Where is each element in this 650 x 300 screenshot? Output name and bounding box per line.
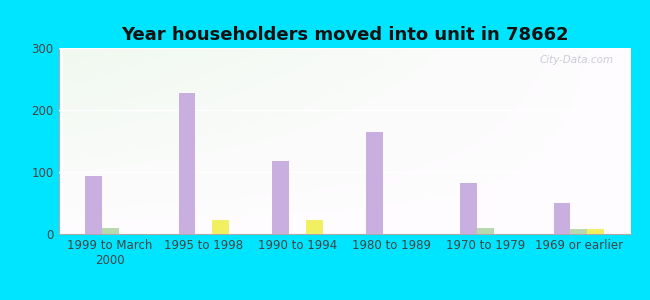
Bar	[571, 229, 588, 234]
Bar	[306, 220, 323, 234]
Bar	[84, 176, 101, 234]
Bar	[476, 228, 493, 234]
Bar	[272, 161, 289, 234]
Bar	[179, 93, 196, 234]
Title: Year householders moved into unit in 78662: Year householders moved into unit in 786…	[121, 26, 568, 44]
Bar	[460, 182, 476, 234]
Bar	[366, 132, 383, 234]
Bar	[554, 203, 571, 234]
Bar	[213, 220, 229, 234]
Bar	[588, 229, 604, 234]
Bar	[101, 228, 118, 234]
Text: City-Data.com: City-Data.com	[540, 56, 614, 65]
